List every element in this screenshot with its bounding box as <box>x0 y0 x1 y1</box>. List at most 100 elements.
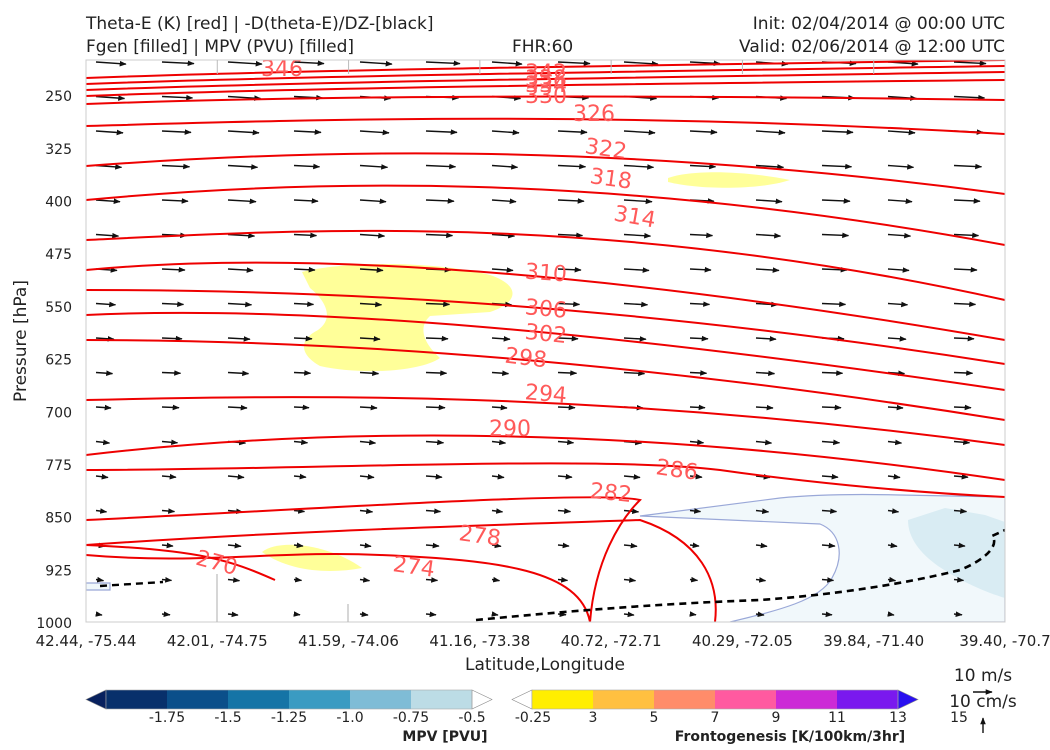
wind-arrow <box>227 95 262 101</box>
theta-e-contour-label: 278 <box>457 521 502 552</box>
colorbar-extend <box>471 689 493 710</box>
mpv-tick-label: -1.25 <box>271 710 307 726</box>
wind-arrow <box>161 94 194 101</box>
fgen-tick-label: 3 <box>589 710 598 726</box>
wind-arrow <box>953 473 969 480</box>
theta-e-contour-label: 298 <box>503 344 548 374</box>
wind-arrow <box>953 577 965 583</box>
wind-arrow <box>689 163 717 170</box>
fgen-tick-label: 9 <box>772 710 781 726</box>
wind-arrow <box>887 301 909 308</box>
wind-arrow <box>755 267 780 273</box>
colorbar-segment <box>715 690 777 709</box>
x-tick-label: 42.44, -75.44 <box>36 632 137 650</box>
y-tick-label: 400 <box>45 195 72 211</box>
wind-arrow <box>359 336 381 342</box>
wind-arrow <box>161 301 185 307</box>
wind-key-vertical: 10 cm/s <box>949 692 1017 712</box>
wind-arrow <box>161 60 195 67</box>
wind-arrow <box>821 404 842 411</box>
fgen-tick-label: 7 <box>711 710 720 726</box>
y-tick-label: 775 <box>45 458 72 474</box>
theta-e-contour <box>86 339 1005 421</box>
wind-arrow <box>293 335 313 342</box>
wind-arrow <box>227 577 241 583</box>
fgen-tick-label: 5 <box>650 710 659 726</box>
wind-arrow <box>557 301 581 307</box>
wind-arrow <box>293 60 325 67</box>
theta-e-contour-label: 286 <box>654 455 699 486</box>
wind-arrow <box>755 232 782 239</box>
wind-arrow <box>293 163 321 170</box>
x-tick-label: 42.01, -74.75 <box>167 632 268 650</box>
wind-arrow <box>887 129 916 136</box>
wind-arrow <box>887 164 915 170</box>
fgen-tick-label: 15 <box>950 710 968 726</box>
mpv-tick-label: -0.5 <box>458 710 485 726</box>
wind-arrow <box>689 60 721 67</box>
wind-arrow <box>491 473 505 480</box>
title-left-line1: Theta-E (K) [red] | -D(theta-E)/DZ-[blac… <box>86 14 434 34</box>
wind-arrow <box>557 370 578 376</box>
fgen-tick-label: 11 <box>828 710 846 726</box>
theta-e-contour-label: 282 <box>589 479 633 508</box>
wind-arrow <box>557 508 572 514</box>
wind-arrow <box>95 370 114 376</box>
wind-arrow <box>557 129 588 135</box>
wind-arrow <box>887 611 895 617</box>
wind-arrow <box>755 198 783 205</box>
theta-e-contour-label: 306 <box>524 295 568 324</box>
wind-arrow <box>887 198 913 205</box>
wind-arrow <box>821 370 844 376</box>
colorbar-segment <box>167 690 229 709</box>
wind-arrow <box>227 267 254 273</box>
wind-arrow <box>425 473 443 480</box>
wind-arrow <box>161 404 180 411</box>
wind-arrow <box>293 370 312 376</box>
wind-arrow <box>755 508 770 514</box>
y-tick-label: 325 <box>45 142 72 158</box>
wind-arrow <box>359 198 387 205</box>
wind-arrow <box>821 508 838 514</box>
fhr-label: FHR:60 <box>512 37 574 57</box>
theta-e-contour <box>86 396 1005 446</box>
wind-arrow <box>293 542 304 549</box>
wind-arrow <box>293 473 307 480</box>
wind-arrow <box>359 301 383 308</box>
wind-arrow <box>953 335 975 342</box>
x-tick-label: 39.84, -71.40 <box>823 632 924 650</box>
wind-arrow <box>755 542 768 549</box>
wind-arrow <box>689 576 699 583</box>
colorbar-segment <box>776 690 838 709</box>
y-tick-label: 700 <box>45 405 72 421</box>
wind-arrow <box>425 198 455 204</box>
wind-arrow <box>821 266 848 273</box>
wind-arrow <box>557 266 582 273</box>
wind-arrow <box>557 611 567 617</box>
mpv-tick-label: -1.0 <box>336 710 363 726</box>
wind-arrow <box>755 611 765 618</box>
wind-arrow <box>755 370 776 377</box>
wind-arrow <box>293 508 306 514</box>
wind-arrow <box>227 198 257 205</box>
wind-arrow <box>953 404 972 411</box>
wind-arrow <box>557 577 569 583</box>
wind-arrow <box>755 164 785 170</box>
wind-arrow <box>755 129 786 136</box>
wind-arrow <box>161 370 182 376</box>
colorbar-extend <box>511 689 533 710</box>
wind-arrow <box>821 198 851 204</box>
mpv-colorbar-title: MPV [PVU] <box>402 729 487 745</box>
wind-arrow <box>557 60 591 67</box>
theta-e-contour-label: 294 <box>524 380 568 409</box>
wind-arrow <box>821 542 836 549</box>
wind-arrow <box>95 404 112 411</box>
wind-arrow <box>557 198 585 204</box>
mpv-tick-label: -0.75 <box>393 710 429 726</box>
wind-arrow <box>623 336 647 342</box>
wind-arrow <box>95 301 117 308</box>
wind-arrow <box>95 60 127 67</box>
theta-e-contour <box>86 95 1005 105</box>
wind-arrow <box>953 611 963 617</box>
mpv-tick-label: -1.75 <box>149 710 185 726</box>
